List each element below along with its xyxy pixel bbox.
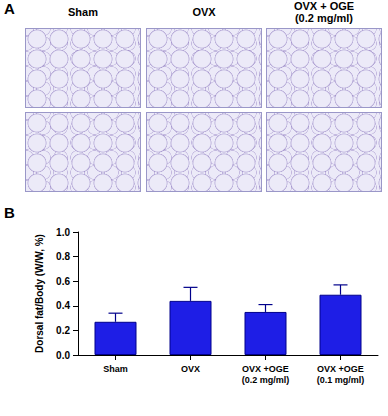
svg-text:OVX +OGE: OVX +OGE <box>317 364 364 374</box>
html-text:Sham: Sham <box>68 6 98 18</box>
svg-text:Dorsal fat/Body (W/W, %): Dorsal fat/Body (W/W, %) <box>34 234 45 353</box>
html-text:A: A <box>4 0 15 17</box>
svg-text:1.0: 1.0 <box>56 227 70 238</box>
html-text:OVX: OVX <box>192 6 216 18</box>
html-text:(0.2 mg/ml): (0.2 mg/ml) <box>295 12 353 24</box>
svg-text:0.4: 0.4 <box>56 300 70 311</box>
svg-text:OVX +OGE: OVX +OGE <box>242 364 289 374</box>
html-text:OVX + OGE: OVX + OGE <box>293 0 355 12</box>
svg-text:OVX: OVX <box>181 364 200 374</box>
svg-text:Sham: Sham <box>103 364 128 374</box>
svg-text:0.6: 0.6 <box>56 276 70 287</box>
svg-text:0.0: 0.0 <box>56 350 70 361</box>
svg-text:(0.1 mg/ml): (0.1 mg/ml) <box>317 375 365 385</box>
svg-text:0.8: 0.8 <box>56 251 70 262</box>
svg-text:(0.2 mg/ml): (0.2 mg/ml) <box>242 375 290 385</box>
svg-text:0.2: 0.2 <box>56 325 70 336</box>
html-text:B: B <box>4 204 15 221</box>
